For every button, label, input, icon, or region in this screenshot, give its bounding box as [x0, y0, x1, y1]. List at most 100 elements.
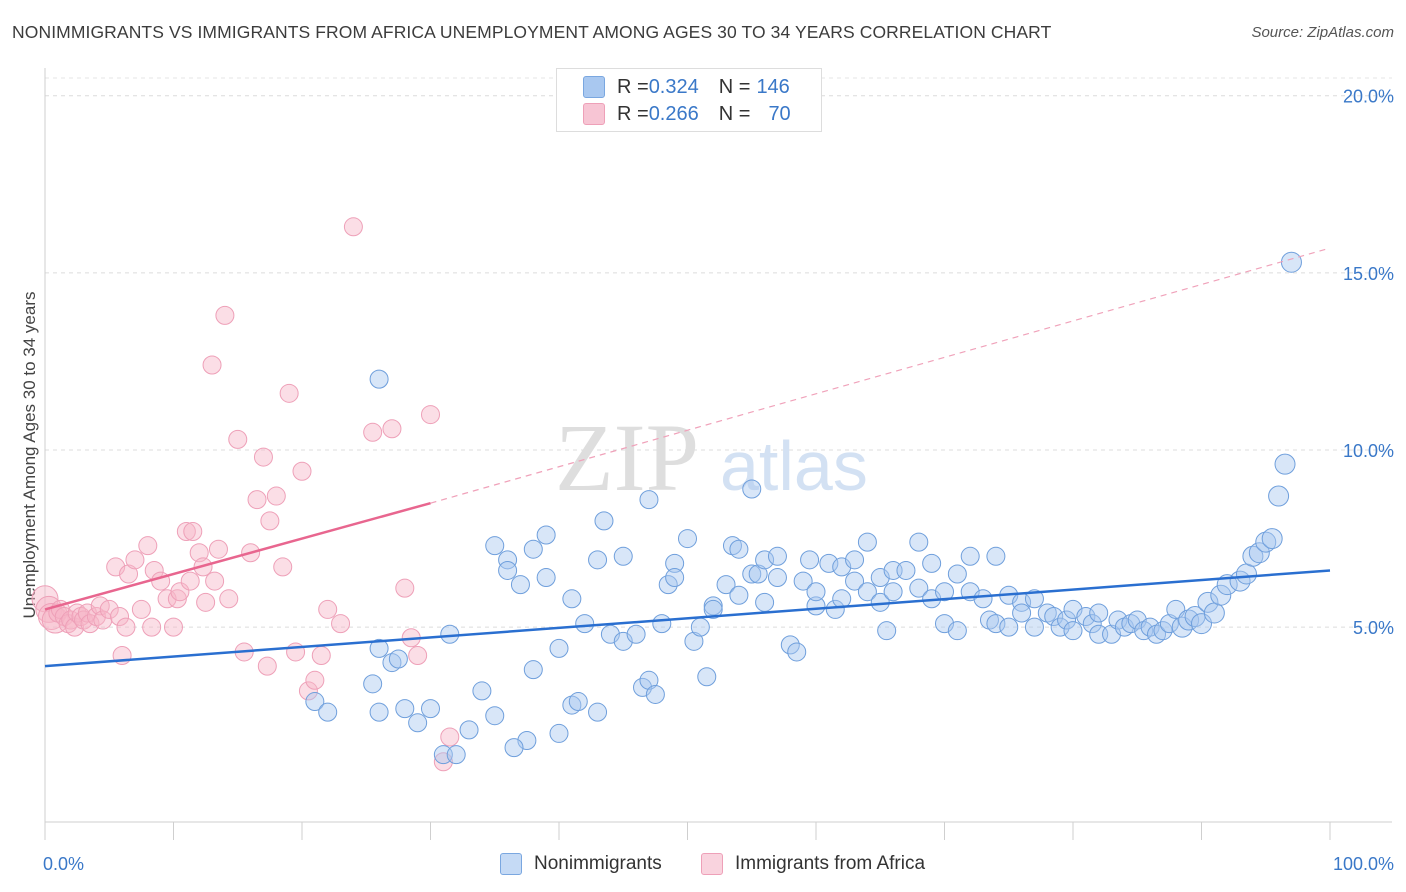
africa-point — [219, 589, 239, 609]
legend-swatch-blue — [500, 853, 522, 875]
n-value: 70 — [768, 102, 791, 125]
swatch-blue — [583, 76, 605, 98]
tick-labels: 5.0% 10.0% 15.0% 20.0% 0.0% 100.0% — [43, 87, 1394, 874]
nonimmigrant-point — [767, 568, 787, 588]
nonimmigrant-point — [857, 532, 877, 552]
africa-point — [93, 610, 113, 630]
nonimmigrant-point — [1012, 603, 1032, 623]
africa-point — [215, 305, 235, 325]
africa-point — [395, 578, 415, 598]
nonimmigrant-point — [979, 610, 999, 630]
nonimmigrant-point — [896, 560, 916, 580]
nonimmigrant-point — [549, 723, 569, 743]
r-label: R = — [617, 75, 649, 98]
nonimmigrant-point — [562, 695, 582, 715]
nonimmigrant-point — [947, 564, 967, 584]
nonimmigrant-point — [1108, 610, 1128, 630]
nonimmigrant-point — [1089, 603, 1109, 623]
africa-point — [305, 670, 325, 690]
watermark-atlas: atlas — [720, 427, 868, 505]
africa-point — [266, 486, 286, 506]
nonimmigrant-point — [800, 550, 820, 570]
nonimmigrant-point — [1037, 603, 1057, 623]
nonimmigrant-point — [716, 575, 736, 595]
nonimmigrant-point — [549, 638, 569, 658]
chart-title: NONIMMIGRANTS VS IMMIGRANTS FROM AFRICA … — [12, 22, 1052, 42]
nonimmigrant-point — [999, 617, 1019, 637]
nonimmigrant-point — [1024, 617, 1044, 637]
x-tick-label: 0.0% — [43, 854, 84, 874]
africa-point — [331, 614, 351, 634]
nonimmigrant-point — [440, 624, 460, 644]
nonimmigrant-point — [935, 582, 954, 602]
africa-point — [408, 645, 428, 665]
nonimmigrant-point — [1159, 614, 1179, 634]
africa-point — [421, 405, 440, 425]
nonimmigrant-points — [305, 251, 1302, 765]
nonimmigrant-point — [645, 684, 665, 704]
africa-point — [138, 536, 158, 556]
nonimmigrant-point — [568, 692, 588, 712]
nonimmigrant-point — [504, 738, 524, 758]
nonimmigrant-point — [973, 589, 993, 609]
nonimmigrant-point — [729, 585, 749, 605]
africa-point — [311, 645, 331, 665]
africa-point — [318, 599, 338, 619]
nonimmigrant-point — [369, 702, 389, 722]
nonimmigrant-point — [305, 692, 325, 712]
nonimmigrant-point — [665, 568, 685, 588]
africa-points — [31, 217, 460, 772]
nonimmigrant-point — [742, 479, 762, 499]
africa-point — [167, 589, 187, 609]
nonimmigrant-point — [318, 702, 338, 722]
n-label: N = — [718, 75, 751, 98]
legend-swatch-pink — [701, 853, 723, 875]
nonimmigrant-point — [922, 553, 942, 573]
africa-point — [125, 550, 145, 570]
nonimmigrant-point — [472, 681, 492, 701]
africa-point — [286, 642, 306, 662]
nonimmigrant-point — [960, 546, 980, 566]
stats-legend: R = 0.324 N = 146 R = 0.266 N = 70 — [556, 68, 822, 132]
nonimmigrant-point — [498, 550, 518, 570]
nonimmigrant-point — [845, 550, 865, 570]
africa-trend-extension — [430, 247, 1331, 504]
nonimmigrant-point — [613, 546, 633, 566]
africa-point — [80, 614, 100, 634]
nonimmigrant-point — [1140, 617, 1160, 637]
swatch-pink — [583, 103, 605, 125]
nonimmigrant-point — [806, 596, 826, 616]
nonimmigrant-point — [588, 702, 608, 722]
nonimmigrant-point — [883, 582, 903, 602]
nonimmigrant-point — [369, 369, 389, 389]
n-label: N = — [718, 102, 751, 125]
nonimmigrant-point — [722, 536, 742, 556]
nonimmigrant-point — [1280, 251, 1302, 273]
nonimmigrant-point — [485, 536, 505, 556]
nonimmigrant-point — [562, 589, 582, 609]
africa-point — [202, 355, 222, 375]
africa-point — [183, 521, 203, 541]
nonimmigrant-point — [639, 670, 659, 690]
nonimmigrant-point — [1274, 453, 1296, 475]
africa-trend-line — [44, 501, 431, 611]
nonimmigrant-point — [909, 578, 929, 598]
nonimmigrant-point — [1261, 528, 1283, 550]
nonimmigrant-point — [1082, 614, 1102, 634]
nonimmigrant-point — [652, 614, 672, 634]
y-tick-label: 15.0% — [1343, 264, 1394, 284]
nonimmigrant-point — [697, 667, 717, 687]
africa-point — [208, 539, 228, 559]
nonimmigrant-point — [408, 713, 428, 733]
y-tick-label: 5.0% — [1353, 618, 1394, 638]
nonimmigrant-point — [1057, 610, 1077, 630]
africa-point — [170, 582, 190, 602]
nonimmigrant-point — [1044, 607, 1064, 627]
africa-point — [363, 422, 383, 442]
nonimmigrant-point — [845, 571, 865, 591]
africa-point — [228, 429, 248, 449]
nonimmigrant-point — [678, 529, 697, 549]
nonimmigrant-point — [1242, 545, 1264, 567]
africa-point — [99, 599, 119, 619]
